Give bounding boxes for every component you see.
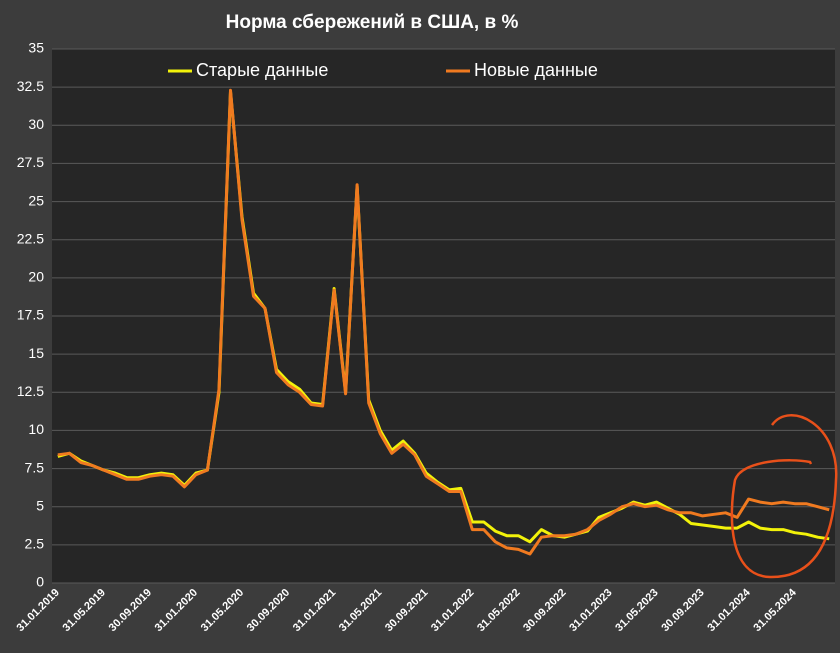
y-tick-label: 25 [28, 192, 44, 208]
y-tick-label: 35 [28, 40, 44, 56]
y-tick-label: 17.5 [17, 307, 44, 323]
y-tick-label: 20 [28, 269, 44, 285]
chart-title: Норма сбережений в США, в % [226, 12, 519, 33]
y-tick-label: 15 [28, 345, 44, 361]
lines [57, 88, 830, 556]
y-tick-label: 12.5 [17, 383, 44, 399]
y-tick-label: 0 [36, 574, 44, 590]
y-tick-label: 22.5 [17, 230, 44, 246]
grid [52, 48, 835, 584]
annotation-circle [730, 414, 838, 579]
y-tick-label: 32.5 [17, 78, 44, 94]
series-line [57, 88, 830, 556]
y-tick-label: 27.5 [17, 154, 44, 170]
y-tick-label: 30 [28, 116, 44, 132]
legend-label: Старые данные [196, 60, 328, 80]
y-tick-label: 2.5 [25, 536, 45, 552]
y-tick-label: 5 [36, 497, 44, 513]
y-tick-label: 7.5 [25, 459, 45, 475]
y-tick-label: 10 [28, 421, 44, 437]
legend-label: Новые данные [474, 60, 598, 80]
